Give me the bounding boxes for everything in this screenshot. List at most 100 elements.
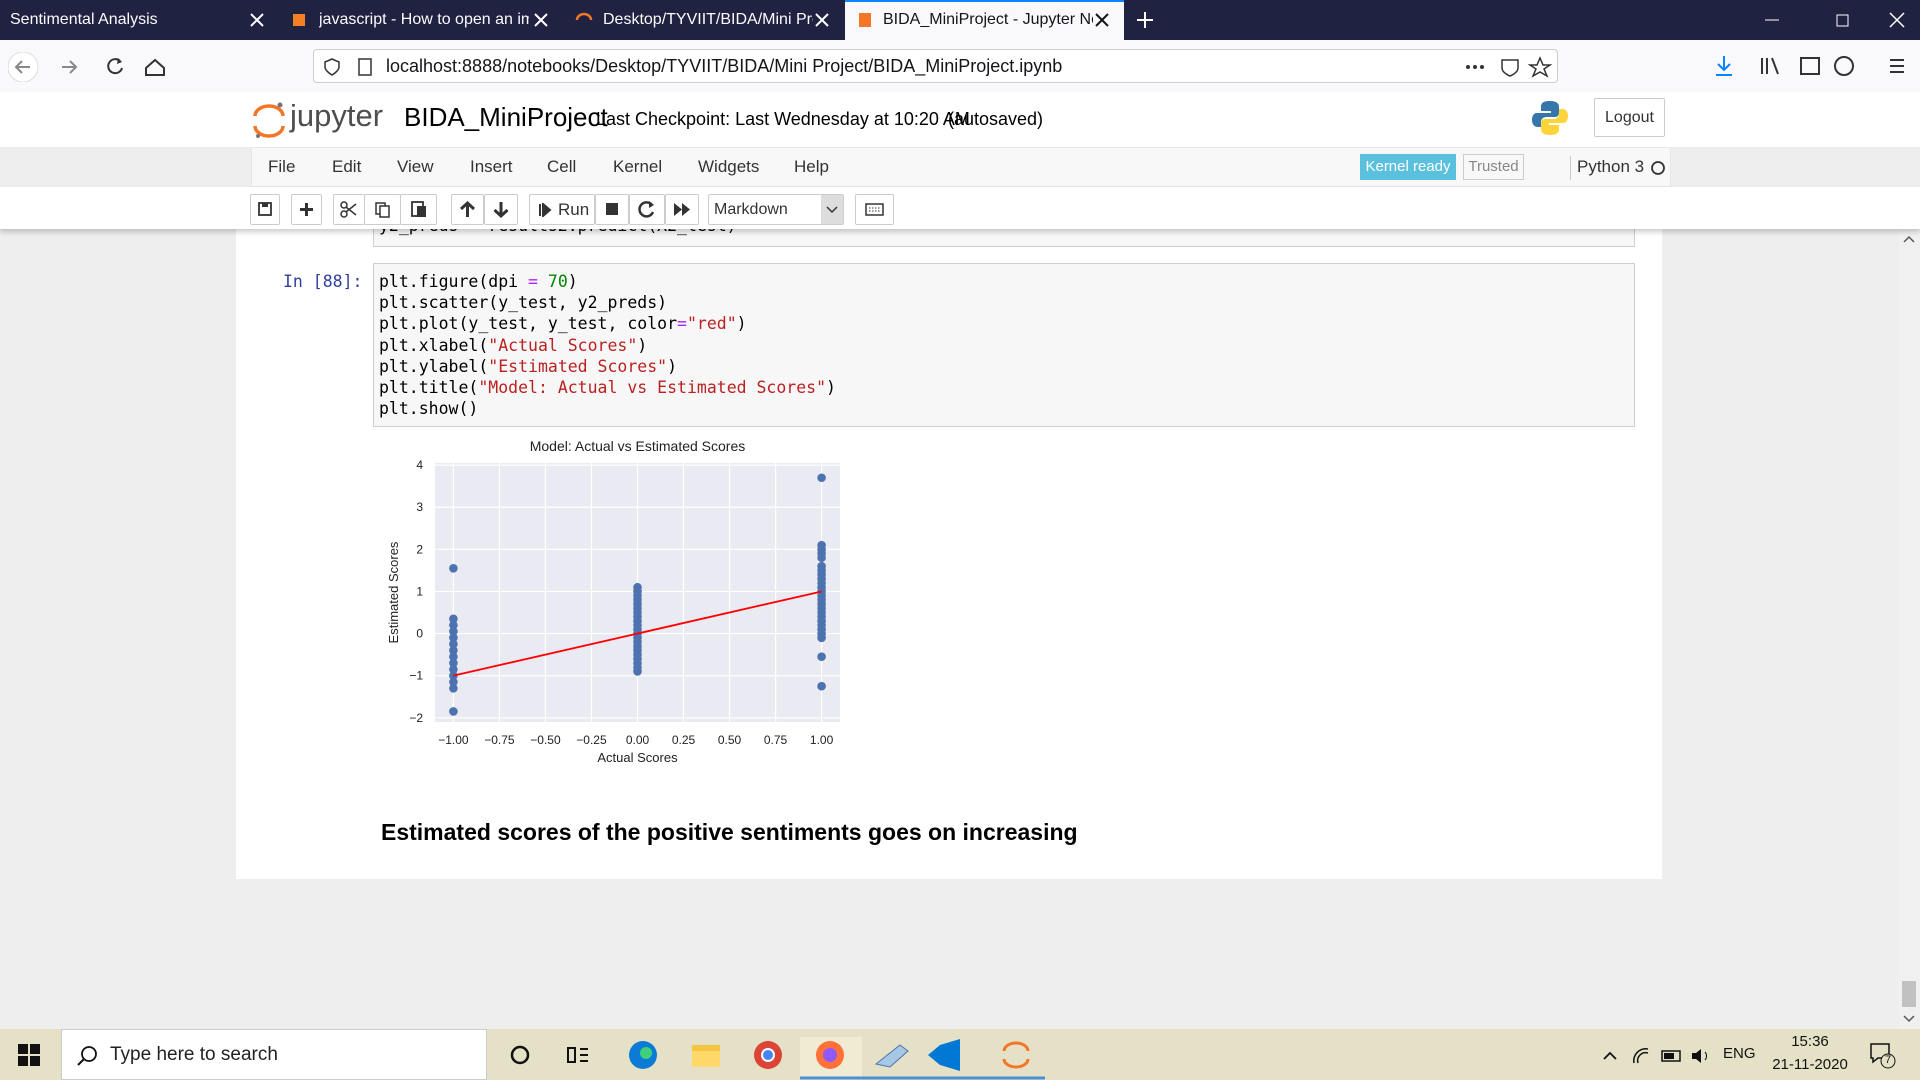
scatter-point (449, 652, 458, 662)
nav-buttons[interactable] (8, 52, 168, 82)
scrollbar-thumb[interactable] (1902, 981, 1916, 1007)
code-token: plt.xlabel( (379, 335, 489, 355)
code-cell[interactable]: plt.figure(dpi = 70) plt.scatter(y_test, … (373, 263, 1635, 427)
code-token: "Model: Actual vs Estimated Scores" (478, 378, 827, 397)
cell-type: Markdown (714, 201, 788, 218)
scatter-point (449, 684, 458, 693)
scatter-point (449, 707, 458, 716)
menu-item[interactable]: Widgets (698, 157, 760, 176)
tab[interactable]: Sentimental Analysis (0, 0, 279, 40)
notebook-name[interactable]: BIDA_MiniProject (404, 102, 608, 132)
x-tick-label: −0.50 (530, 733, 561, 747)
scatter-point (449, 639, 458, 649)
menu-item[interactable]: Help (794, 157, 829, 176)
tab-icon (575, 12, 593, 21)
notification-count: 7 (1884, 1054, 1892, 1066)
window-controls[interactable] (1765, 8, 1915, 32)
previous-cell[interactable]: y2_preds = results2.predict(X2_test) (373, 229, 1635, 247)
tab[interactable]: javascript - How to open an im (279, 0, 563, 40)
code-token: ) (736, 314, 747, 334)
tab-close[interactable] (534, 13, 548, 27)
scatter-point (817, 473, 826, 483)
menu-item[interactable]: Kernel (613, 157, 663, 176)
x-tick-label: −0.75 (484, 733, 515, 747)
code-line: plt.show() (379, 399, 478, 418)
tab-icon (859, 13, 871, 27)
restart-button[interactable] (629, 194, 665, 225)
scatter-point (449, 563, 458, 573)
url-text: localhost:8888/notebooks/Desktop/TYVIIT/… (386, 56, 1063, 76)
x-tick-label: −1.00 (438, 733, 469, 747)
notification-icon[interactable] (1868, 1041, 1896, 1069)
tab[interactable]: Desktop/TYVIIT/BIDA/Mini Pro (563, 0, 845, 40)
insert-cell-button[interactable] (291, 194, 322, 225)
scatter-point (449, 614, 458, 624)
scatter-point (449, 627, 458, 636)
code-token: plt.ylabel( (379, 356, 489, 376)
autosave-status: (autosaved) (948, 109, 1044, 129)
menu-item[interactable]: View (397, 157, 434, 176)
move-down-button[interactable] (484, 194, 518, 225)
menu-item[interactable]: File (268, 157, 296, 176)
code-token: ) (567, 272, 578, 291)
copy-button[interactable] (364, 194, 401, 225)
scatter-point (449, 620, 458, 630)
jupyter-header: jupyter BIDA_MiniProject Last Checkpoint… (0, 92, 1920, 147)
interrupt-button[interactable] (595, 194, 629, 225)
kernel-name[interactable]: Python 3 (1577, 157, 1645, 176)
tab-title: BIDA_MiniProject - Jupyter Not (883, 11, 1093, 28)
code-token: plt.scatter(y_test, y2_preds) (379, 293, 668, 313)
restart-run-all-button[interactable] (665, 194, 699, 225)
start-button[interactable] (18, 1044, 40, 1066)
kernel-status-circle (1651, 161, 1665, 175)
run-label: Run (558, 200, 590, 219)
kernel-indicator[interactable]: Kernel ready (1360, 154, 1456, 180)
paste-button[interactable] (400, 194, 437, 225)
scatter-point (817, 553, 826, 563)
system-tray[interactable] (1600, 1045, 1740, 1067)
code-line: y2_preds = results2.predict(X2_test) (379, 229, 737, 235)
save-button[interactable] (250, 194, 280, 225)
clock-date[interactable]: 21-11-2020 (1772, 1056, 1848, 1073)
line (453, 590, 822, 677)
scrollbar[interactable] (1898, 229, 1920, 1029)
search-box[interactable]: Type here to search (61, 1029, 487, 1080)
code-token: ) (667, 356, 678, 376)
cell-type-select[interactable]: Markdown (708, 194, 844, 225)
code-token: "Actual Scores" (488, 335, 638, 355)
url-icons (324, 58, 372, 76)
url-bar[interactable]: localhost:8888/notebooks/Desktop/TYVIIT/… (313, 49, 1558, 83)
scatter-point (449, 633, 458, 643)
tab-close[interactable] (1095, 13, 1109, 27)
new-tab[interactable] (1136, 11, 1154, 29)
move-up-button[interactable] (451, 194, 484, 225)
code-line: plt.ylabel("Estimated Scores") (379, 357, 677, 376)
code-token: plt.show() (379, 399, 479, 419)
code-token: "red" (686, 314, 737, 334)
tab-active[interactable]: BIDA_MiniProject - Jupyter Not (845, 0, 1124, 40)
cut-button[interactable] (333, 194, 365, 225)
chart-title: Model: Actual vs Estimated Scores (530, 438, 746, 454)
input-language[interactable]: ENG (1723, 1045, 1756, 1062)
jupyter-logo-text[interactable]: jupyter (290, 98, 384, 133)
logout-button[interactable]: Logout (1594, 98, 1665, 137)
menu-item[interactable]: Edit (332, 157, 362, 176)
run-button[interactable]: Run (529, 194, 595, 225)
x-axis-label: Actual Scores (597, 750, 678, 765)
code-line: plt.figure(dpi = 70) (379, 272, 578, 291)
tab-close[interactable] (815, 13, 829, 27)
browser-tools[interactable] (1712, 52, 1912, 82)
y-tick-label: 1 (416, 584, 423, 598)
scatter-point (449, 658, 458, 668)
menu-item[interactable]: Cell (547, 157, 577, 176)
trusted-indicator[interactable]: Trusted (1463, 154, 1524, 180)
clock-time[interactable]: 15:36 (1791, 1033, 1829, 1050)
keyboard-button[interactable] (855, 194, 894, 225)
tab-bar: Sentimental Analysis javascript - How to… (0, 0, 1920, 40)
code-line: plt.xlabel("Actual Scores") (379, 336, 647, 355)
url-actions[interactable] (1464, 56, 1554, 78)
tab-close[interactable] (250, 13, 264, 27)
menu-item[interactable]: Insert (470, 157, 513, 176)
scatter-point (817, 681, 826, 691)
taskbar-apps[interactable] (500, 1037, 1045, 1080)
